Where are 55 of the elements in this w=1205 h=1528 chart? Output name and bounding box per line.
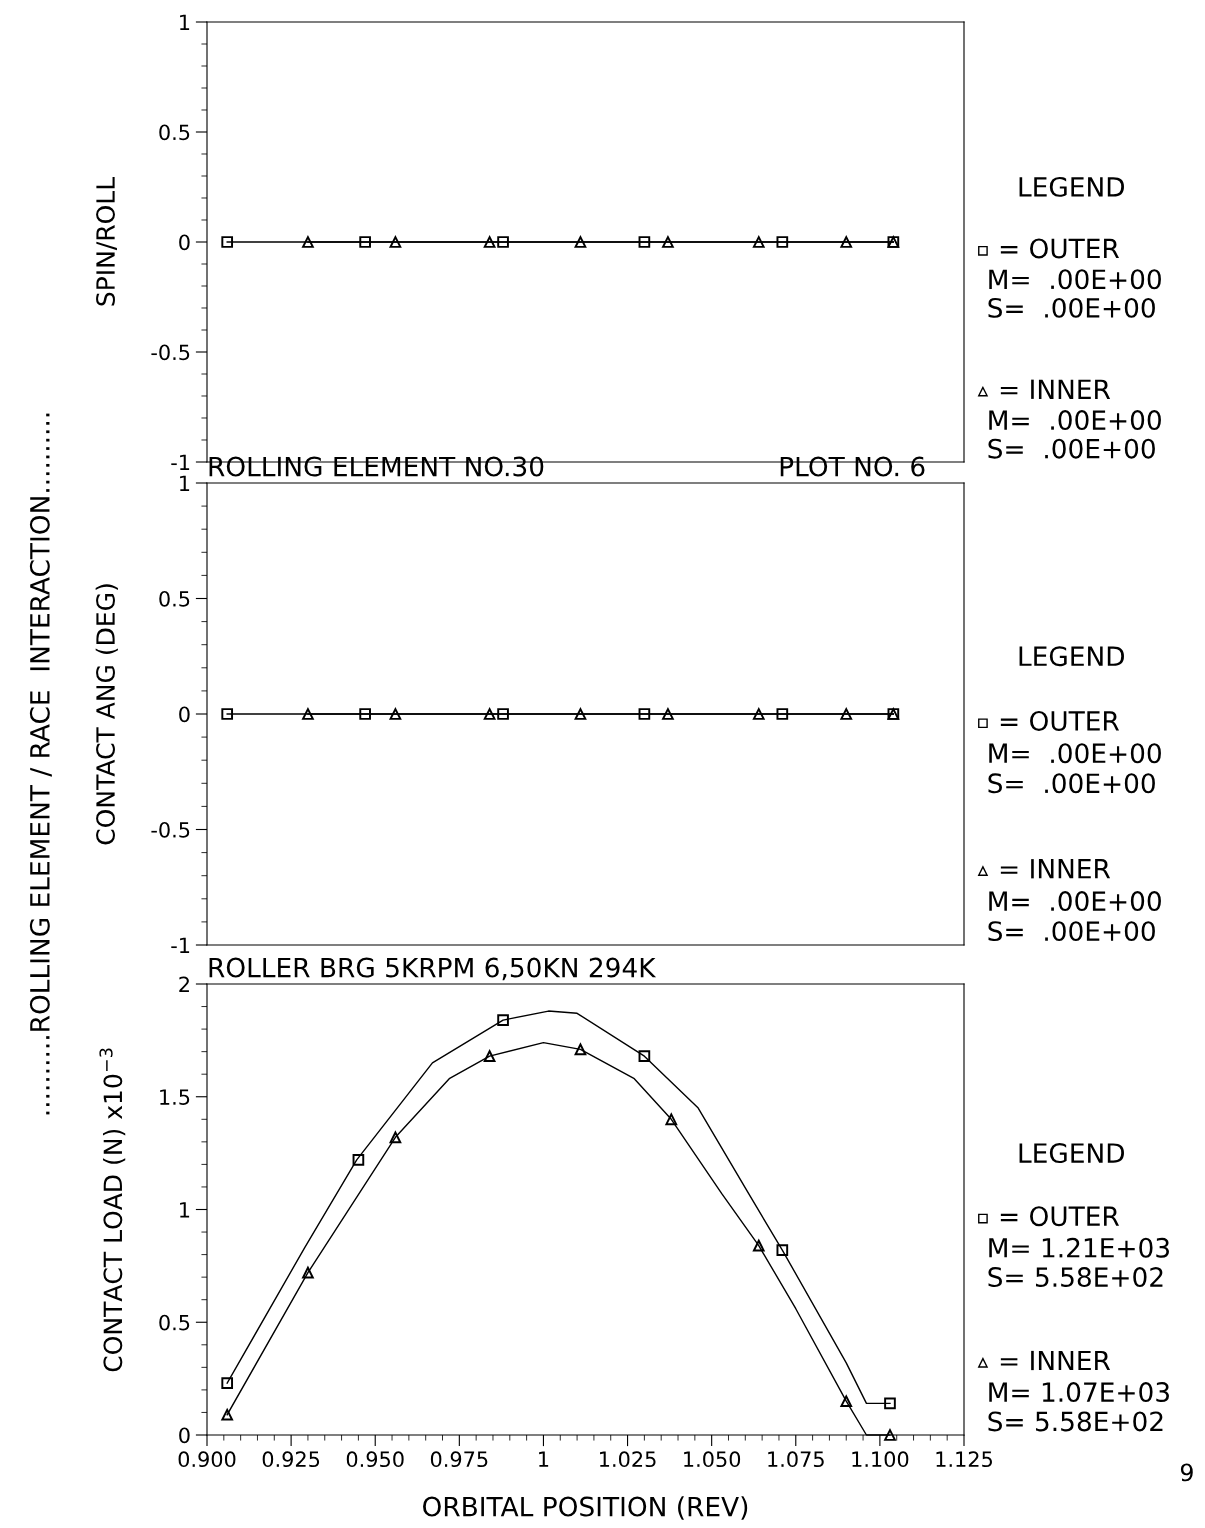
y-tick-label: 2 <box>179 976 189 992</box>
text: M= .00E+00 <box>989 743 1161 764</box>
y-axis-title: CONTACT LOAD (N) x10$^{−3}$ <box>99 1048 126 1372</box>
x-tick-label: 1 <box>539 1451 549 1467</box>
text: M= 1.21E+03 <box>989 1237 1169 1258</box>
y-axis-title: SPIN/ROLL <box>96 176 117 306</box>
text: S= 5.58E+02 <box>988 1411 1163 1432</box>
y-tick-label: 0 <box>179 234 190 251</box>
text: M= 1.07E+03 <box>989 1382 1169 1403</box>
chart-title: ROLLER BRG 5KRPM 6,50KN 294K <box>209 957 657 981</box>
text: S= .00E+00 <box>988 297 1155 318</box>
chart-subtitle: PLOT NO. 6 <box>780 456 925 477</box>
x-tick-label: 1.125 <box>936 1451 992 1468</box>
text: S= 5.58E+02 <box>988 1267 1163 1288</box>
text: S= .00E+00 <box>988 438 1155 459</box>
text: M= .00E+00 <box>989 410 1161 431</box>
y-tick-label: 0 <box>179 706 190 723</box>
x-tick-label: 1.025 <box>600 1451 656 1468</box>
legend-label: = INNER <box>1000 859 1111 879</box>
text: 9 <box>1180 1463 1193 1482</box>
y-tick-label: -0.5 <box>151 344 190 361</box>
legend-title: LEGEND <box>1019 646 1124 667</box>
legend-label: = OUTER <box>1000 238 1120 259</box>
legend-title: LEGEND <box>1019 1143 1124 1164</box>
legend-title: LEGEND <box>1019 176 1124 197</box>
x-tick-label: 0.925 <box>262 1451 320 1468</box>
text: ..........ROLLING ELEMENT / RACE INTERACTION.......... <box>29 413 52 1115</box>
text: S= .00E+00 <box>988 773 1155 794</box>
y-axis-title: CONTACT ANG (DEG) <box>95 584 118 845</box>
legend-label: = INNER <box>1000 1350 1111 1371</box>
y-tick-label: 0 <box>179 1427 190 1444</box>
y-tick-label: -1 <box>171 454 190 470</box>
chart-title: ROLLING ELEMENT NO.30 <box>209 456 544 477</box>
text: M= .00E+00 <box>989 269 1161 290</box>
legend-label: = OUTER <box>1000 1206 1120 1227</box>
y-tick-label: 1.5 <box>160 1089 190 1105</box>
y-tick-label: -0.5 <box>151 821 190 838</box>
y-tick-label: -1 <box>171 937 190 953</box>
legend-label: = INNER <box>1000 379 1111 399</box>
x-tick-label: 1.075 <box>768 1451 824 1468</box>
y-tick-label: 1 <box>180 1202 190 1218</box>
x-tick-label: 1.100 <box>852 1451 909 1468</box>
legend-label: = OUTER <box>1000 710 1120 731</box>
y-tick-label: 0.5 <box>159 124 190 141</box>
y-tick-label: 1 <box>180 475 190 491</box>
text: S= .00E+00 <box>988 921 1155 942</box>
x-axis-title: ORBITAL POSITION (REV) <box>423 1496 748 1520</box>
x-tick-label: 0.950 <box>346 1451 404 1468</box>
x-tick-label: 0.900 <box>178 1451 236 1468</box>
y-tick-label: 1 <box>180 14 190 30</box>
text: M= .00E+00 <box>989 891 1161 912</box>
y-tick-label: 0.5 <box>159 1314 190 1331</box>
y-tick-label: 0.5 <box>159 590 190 607</box>
x-tick-label: 0.975 <box>430 1451 488 1468</box>
x-tick-label: 1.050 <box>684 1451 741 1468</box>
